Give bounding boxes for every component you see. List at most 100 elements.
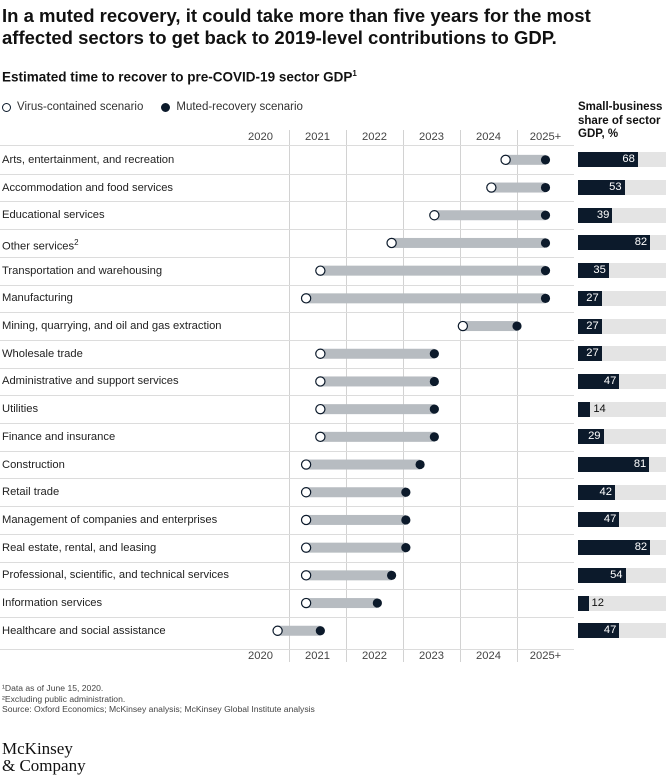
- logo-line-1: McKinsey: [2, 739, 73, 758]
- share-value-label: 29: [588, 430, 601, 443]
- muted-recovery-point: [401, 543, 411, 553]
- muted-recovery-point: [540, 210, 551, 220]
- recovery-range-bar: [320, 404, 435, 415]
- sector-label-text: Information services: [2, 597, 103, 610]
- chart-title: In a muted recovery, it could take more …: [2, 5, 591, 48]
- share-bar-fill: [578, 290, 602, 306]
- share-value-label: 12: [591, 596, 604, 609]
- recovery-range-bar: [320, 376, 435, 387]
- recovery-range-bar: [491, 182, 546, 193]
- footnote-2: ²Excluding public administration.: [2, 693, 126, 704]
- axis-rule: [0, 145, 574, 146]
- virus-contained-point: [272, 625, 283, 636]
- share-bar-fill: [578, 401, 591, 417]
- virus-contained-point: [486, 182, 497, 193]
- row-separator: [0, 173, 574, 175]
- sector-label-text: Mining, quarrying, and oil and gas extra…: [2, 320, 222, 333]
- virus-contained-point: [300, 597, 312, 609]
- row-separator: [0, 229, 574, 231]
- share-value-label: 35: [593, 264, 606, 277]
- share-bar-track: 53: [578, 180, 666, 196]
- share-value-label: 42: [599, 485, 612, 498]
- share-bar-track: 14: [578, 401, 666, 417]
- recovery-range-bar: [306, 514, 406, 525]
- sector-label-text: Wholesale trade: [2, 347, 83, 360]
- filled-circle-icon: [161, 102, 171, 112]
- recovery-range-bar: [505, 154, 546, 165]
- year-label-bottom: 2025+: [529, 649, 562, 662]
- year-label-bottom: 2024: [476, 649, 501, 662]
- source-note: Source: Oxford Economics; McKinsey analy…: [2, 704, 315, 715]
- virus-contained-point: [457, 320, 469, 332]
- row-separator: [0, 256, 574, 258]
- share-bar-track: 42: [578, 484, 666, 500]
- share-bar-fill: [578, 429, 604, 445]
- recovery-range-bar: [277, 625, 321, 636]
- muted-recovery-point: [429, 349, 439, 359]
- virus-contained-point: [429, 210, 440, 221]
- share-bar-track: 47: [578, 512, 666, 528]
- share-bar-fill: [578, 512, 620, 528]
- sector-label-text: Utilities: [2, 403, 39, 416]
- sector-label: Administrative and support services: [2, 374, 179, 388]
- share-bar-fill: [578, 595, 589, 611]
- year-label-bottom: 2022: [362, 649, 387, 662]
- share-value-label: 47: [603, 624, 617, 637]
- share-bar-track: 27: [578, 290, 666, 306]
- recovery-range-bar: [306, 598, 378, 609]
- virus-contained-point: [300, 293, 312, 304]
- sector-label-text: Real estate, rental, and leasing: [2, 541, 157, 554]
- share-bar-fill: [578, 457, 650, 473]
- muted-recovery-point: [401, 515, 411, 525]
- sector-label: Educational services: [2, 208, 105, 222]
- sector-label-text: Accommodation and food services: [2, 181, 174, 194]
- share-bar-fill: [578, 346, 602, 362]
- share-column-title: Small-business share of sector GDP, %: [578, 101, 663, 140]
- sector-label-text: Transportation and warehousing: [2, 264, 163, 277]
- sector-label: Professional, scientific, and technical …: [2, 568, 229, 582]
- share-value-label: 68: [622, 153, 635, 166]
- share-value-label: 27: [586, 319, 599, 332]
- recovery-range-bar: [320, 348, 435, 359]
- row-separator: [0, 284, 574, 286]
- recovery-range-bar: [306, 487, 406, 498]
- row-separator: [0, 589, 574, 591]
- legend: Virus-contained scenario Muted-recovery …: [2, 101, 321, 113]
- open-circle-icon: [2, 102, 11, 112]
- year-label-bottom: 2020: [248, 649, 273, 662]
- legend-label-contained: Virus-contained scenario: [17, 101, 144, 113]
- row-separator: [0, 339, 574, 341]
- sector-label: Manufacturing: [2, 291, 73, 305]
- sector-label-text: Manufacturing: [2, 292, 73, 305]
- sector-label: Utilities: [2, 402, 38, 416]
- share-bar-track: 27: [578, 346, 666, 362]
- recovery-range-bar: [306, 542, 406, 553]
- share-value-label: 53: [609, 181, 622, 194]
- sector-label-text: Construction: [2, 458, 65, 471]
- muted-recovery-point: [387, 570, 397, 580]
- share-bar-track: 29: [578, 429, 666, 445]
- year-label-top: 2022: [362, 131, 387, 143]
- row-separator: [0, 201, 574, 203]
- row-separator: [0, 312, 574, 314]
- share-bar-fill: [578, 623, 620, 639]
- sector-label-text: Professional, scientific, and technical …: [2, 569, 229, 582]
- virus-contained-point: [300, 570, 312, 581]
- muted-recovery-point: [429, 376, 439, 387]
- sector-label: Construction: [2, 458, 65, 472]
- virus-contained-point: [386, 237, 397, 249]
- share-bar-track: 82: [578, 540, 666, 556]
- share-bar-fill: [578, 373, 620, 389]
- sector-label-text: Other services: [2, 240, 75, 253]
- share-bar-track: 47: [578, 623, 666, 639]
- sector-label-text: Educational services: [2, 209, 105, 222]
- virus-contained-point: [315, 265, 326, 276]
- share-bar-fill: [578, 484, 615, 500]
- sector-label: Finance and insurance: [2, 430, 115, 444]
- virus-contained-point: [315, 403, 326, 415]
- muted-recovery-point: [429, 404, 439, 414]
- recovery-range-bar: [320, 265, 546, 276]
- year-label-bottom: 2021: [305, 649, 330, 662]
- row-separator: [0, 367, 574, 369]
- virus-contained-point: [315, 431, 326, 443]
